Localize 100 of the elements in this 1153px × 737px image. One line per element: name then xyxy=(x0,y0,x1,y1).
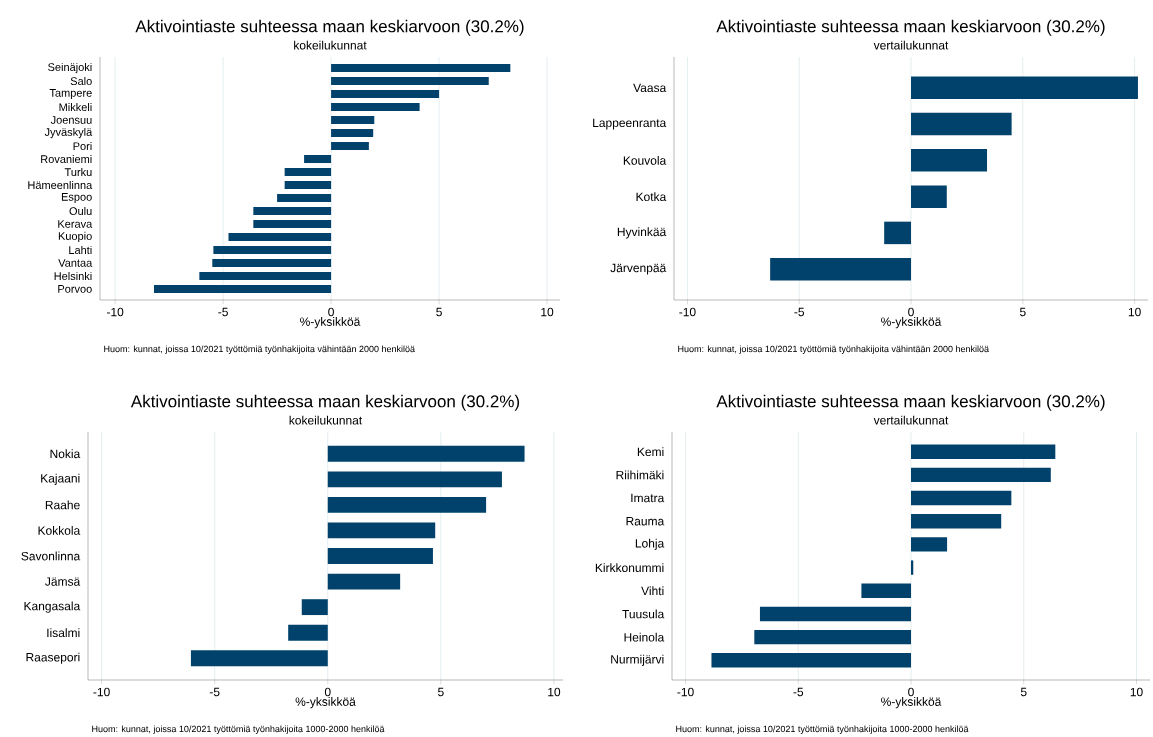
x-tick-label: 0 xyxy=(908,687,914,697)
y-tick-label: Tuusula xyxy=(622,609,665,619)
y-tick-label: Turku xyxy=(64,167,92,177)
bar xyxy=(711,653,912,668)
y-tick-label: Joensuu xyxy=(50,116,92,124)
y-tick-label: Nokia xyxy=(50,449,81,459)
bar xyxy=(190,650,328,667)
y-tick-label: Raahe xyxy=(45,500,80,510)
bar xyxy=(327,496,487,513)
bar xyxy=(284,180,332,190)
y-tick-label: Porvoo xyxy=(58,285,92,293)
y-tick-label: Oulu xyxy=(69,206,92,216)
chart-title: Aktivointiaste suhteessa maan keskiarvoon (30.2%) xyxy=(135,19,524,36)
chart-subtitle: vertailukunnat xyxy=(873,415,949,425)
bar xyxy=(331,90,440,99)
bar xyxy=(327,522,436,539)
bar xyxy=(911,185,947,208)
x-axis-title: %-yksikköä xyxy=(881,317,942,329)
bar xyxy=(331,128,374,138)
x-axis-title: %-yksikköä xyxy=(295,697,356,709)
y-tick-label: Espoo xyxy=(61,193,92,203)
x-tick-label: -10 xyxy=(93,687,110,697)
bar xyxy=(253,219,332,229)
y-tick-label: Seinäjoki xyxy=(48,62,92,74)
text: Huom: kunnat, joissa 10/2021 työttömiä työnhakijoita vähintään 2000 henkilöä xyxy=(678,345,990,354)
bar xyxy=(327,548,433,564)
bar xyxy=(213,245,332,254)
bar xyxy=(911,112,1012,136)
chart-subtitle: kokeilukunnat xyxy=(294,40,367,50)
bar xyxy=(861,583,912,598)
y-tick-label: Järvenpää xyxy=(610,263,667,275)
bar xyxy=(199,271,332,280)
text: Huom: kunnat, joissa 10/2021 työttömiä työnhakijoita 1000-2000 henkilöä xyxy=(92,725,385,734)
y-tick-label: Vantaa xyxy=(58,259,93,267)
y-tick-label: Lahti xyxy=(69,245,92,255)
bar xyxy=(284,167,332,177)
y-tick-label: Vihti xyxy=(641,586,664,596)
bar xyxy=(911,560,914,575)
bar xyxy=(331,115,375,125)
y-tick-label: Helsinki xyxy=(54,271,92,280)
y-tick-label: Kuopio xyxy=(58,231,92,243)
y-tick-label: Tampere xyxy=(49,89,92,99)
bar xyxy=(212,258,332,267)
x-tick-label: 10 xyxy=(1128,307,1141,317)
x-tick-label: 5 xyxy=(1020,687,1027,697)
y-tick-label: Jämsä xyxy=(45,577,81,586)
x-tick-label: -10 xyxy=(677,687,694,697)
bar xyxy=(304,154,332,164)
y-tick-label: Hyvinkää xyxy=(617,227,667,239)
bar xyxy=(327,573,401,590)
y-tick-label: Mikkeli xyxy=(59,102,92,112)
x-tick-label: -5 xyxy=(793,687,804,697)
bar xyxy=(911,537,948,552)
bar xyxy=(301,599,328,616)
bar xyxy=(911,444,1056,459)
x-tick-label: 10 xyxy=(541,307,554,317)
x-tick-label: 0 xyxy=(328,307,334,317)
y-tick-label: Kerava xyxy=(58,220,93,228)
bar xyxy=(327,445,525,462)
y-tick-label: Salo xyxy=(70,77,92,86)
x-tick-label: -5 xyxy=(218,307,228,317)
bar xyxy=(754,629,912,645)
y-tick-label: Kouvola xyxy=(623,155,667,165)
chart-title: Aktivointiaste suhteessa maan keskiarvoon (30.2%) xyxy=(130,394,520,411)
x-tick-label: -5 xyxy=(794,307,805,317)
bar xyxy=(911,467,1051,483)
bar xyxy=(288,624,328,641)
y-tick-label: Kangasala xyxy=(24,601,81,613)
text: Huom: kunnat, joissa 10/2021 työttömiä työnhakijoita 1000-2000 henkilöä xyxy=(676,725,969,734)
bar xyxy=(759,606,912,622)
x-tick-label: -10 xyxy=(679,307,696,317)
y-tick-label: Lappeenranta xyxy=(593,118,667,130)
bar xyxy=(331,141,369,151)
bar xyxy=(327,471,502,488)
y-tick-label: Jyväskylä xyxy=(44,127,93,139)
y-tick-label: Kotka xyxy=(636,192,667,202)
x-axis-title: %-yksikköä xyxy=(881,697,942,709)
x-tick-label: 5 xyxy=(1019,307,1026,317)
text: Huom: kunnat, joissa 10/2021 työttömiä työnhakijoita vähintään 2000 henkilöä xyxy=(104,345,415,354)
chart-subtitle: vertailukunnat xyxy=(873,40,949,50)
bar xyxy=(770,257,912,281)
bar xyxy=(153,284,332,293)
chart-subtitle: kokeilukunnat xyxy=(289,415,363,425)
bar xyxy=(277,193,332,203)
bar xyxy=(911,490,1012,506)
y-tick-label: Heinola xyxy=(624,632,665,642)
x-tick-label: -10 xyxy=(106,307,124,317)
x-tick-label: 0 xyxy=(324,687,331,697)
x-tick-label: 5 xyxy=(436,307,442,317)
y-tick-label: Hämeenlinna xyxy=(28,180,93,190)
y-tick-label: Kajaani xyxy=(41,473,80,485)
y-tick-label: Iisalmi xyxy=(47,628,80,638)
bar xyxy=(884,221,912,245)
bar xyxy=(228,232,332,241)
y-tick-label: Kemi xyxy=(637,447,664,457)
bar xyxy=(331,77,489,86)
y-tick-label: Imatra xyxy=(631,493,665,503)
x-tick-label: 5 xyxy=(438,687,444,697)
chart-title: Aktivointiaste suhteessa maan keskiarvoon (30.2%) xyxy=(716,19,1105,36)
bar xyxy=(331,103,420,112)
